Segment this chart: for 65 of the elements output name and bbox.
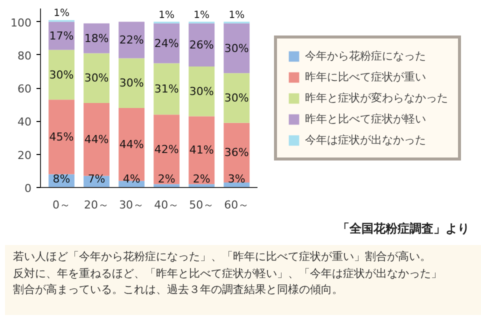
data-label: 42% (154, 142, 179, 156)
bar (118, 58, 145, 108)
data-label: 2% (192, 172, 210, 186)
bar (84, 53, 110, 103)
y-tick-label: 20 (18, 148, 32, 162)
x-tick-label: 30～ (119, 198, 144, 212)
data-label: 22% (119, 33, 144, 46)
x-tick-label: 60～ (224, 198, 250, 212)
bar (188, 184, 215, 188)
y-tick-label: 100 (10, 16, 32, 30)
x-tick-label: 50～ (189, 198, 214, 212)
bar (224, 73, 250, 123)
data-label: 1% (54, 8, 70, 20)
data-label: 4% (122, 172, 140, 186)
data-label: 44% (84, 132, 109, 146)
y-tick-label: 60 (18, 82, 32, 96)
data-label: 36% (224, 146, 249, 160)
data-label: 30% (224, 42, 249, 55)
data-label: 31% (154, 82, 179, 96)
bar (154, 114, 180, 184)
data-label: 3% (228, 172, 246, 186)
text: 割合が高まっている。これは、過去３年の調査結果と同様の傾向。 (13, 283, 343, 296)
data-label: 44% (119, 138, 144, 151)
bar (48, 100, 74, 174)
data-label: 26% (189, 38, 214, 52)
data-label: 30% (84, 72, 109, 85)
bar (188, 116, 215, 184)
text: 「全国花粉症調査」より (338, 222, 470, 236)
y-tick-label: 80 (18, 49, 32, 62)
bar (188, 66, 215, 116)
data-label: 45% (49, 130, 74, 144)
y-tick-label: 0 (24, 182, 32, 195)
bar (118, 108, 145, 181)
data-label: 1% (228, 10, 245, 21)
bar (224, 23, 250, 74)
legend-label: 昨年に比べて症状が重い (305, 69, 426, 84)
legend-label: 昨年と比べて症状が軽い (305, 111, 426, 126)
bar (154, 184, 180, 188)
legend-label: 今年は症状が出なかった (305, 132, 426, 147)
data-label: 7% (88, 172, 106, 186)
data-label: 30% (49, 68, 74, 82)
data-label: 8% (52, 172, 70, 186)
legend-label: 今年から花粉症になった (305, 48, 426, 63)
data-label: 41% (189, 144, 214, 157)
data-label: 1% (194, 10, 210, 21)
bar (48, 50, 74, 100)
data-label: 2% (158, 172, 176, 186)
x-tick-label: 40～ (154, 198, 180, 212)
text: 若い人ほど「今年から花粉症になった」、「昨年に比べて症状が重い」割合が高い。 (13, 250, 431, 263)
text: 反対に、年を重ねるほど、「昨年と比べて症状が軽い」、「今年は症状が出なかった」 (13, 266, 442, 280)
data-label: 1% (158, 10, 175, 21)
bar (188, 23, 215, 67)
x-tick-label: 20～ (84, 198, 110, 212)
bar (154, 23, 180, 64)
data-label: 30% (224, 92, 249, 104)
x-tick-label: 0～ (52, 198, 71, 212)
bar (84, 102, 110, 176)
data-label: 17% (49, 29, 74, 42)
data-label: 30% (119, 76, 144, 90)
data-label: 30% (189, 84, 214, 98)
data-label: 18% (84, 32, 109, 45)
bar (154, 63, 180, 115)
legend-label: 昨年と症状が変わらなかった (305, 90, 448, 105)
y-tick-label: 40 (18, 116, 32, 129)
data-label: 24% (154, 36, 179, 50)
